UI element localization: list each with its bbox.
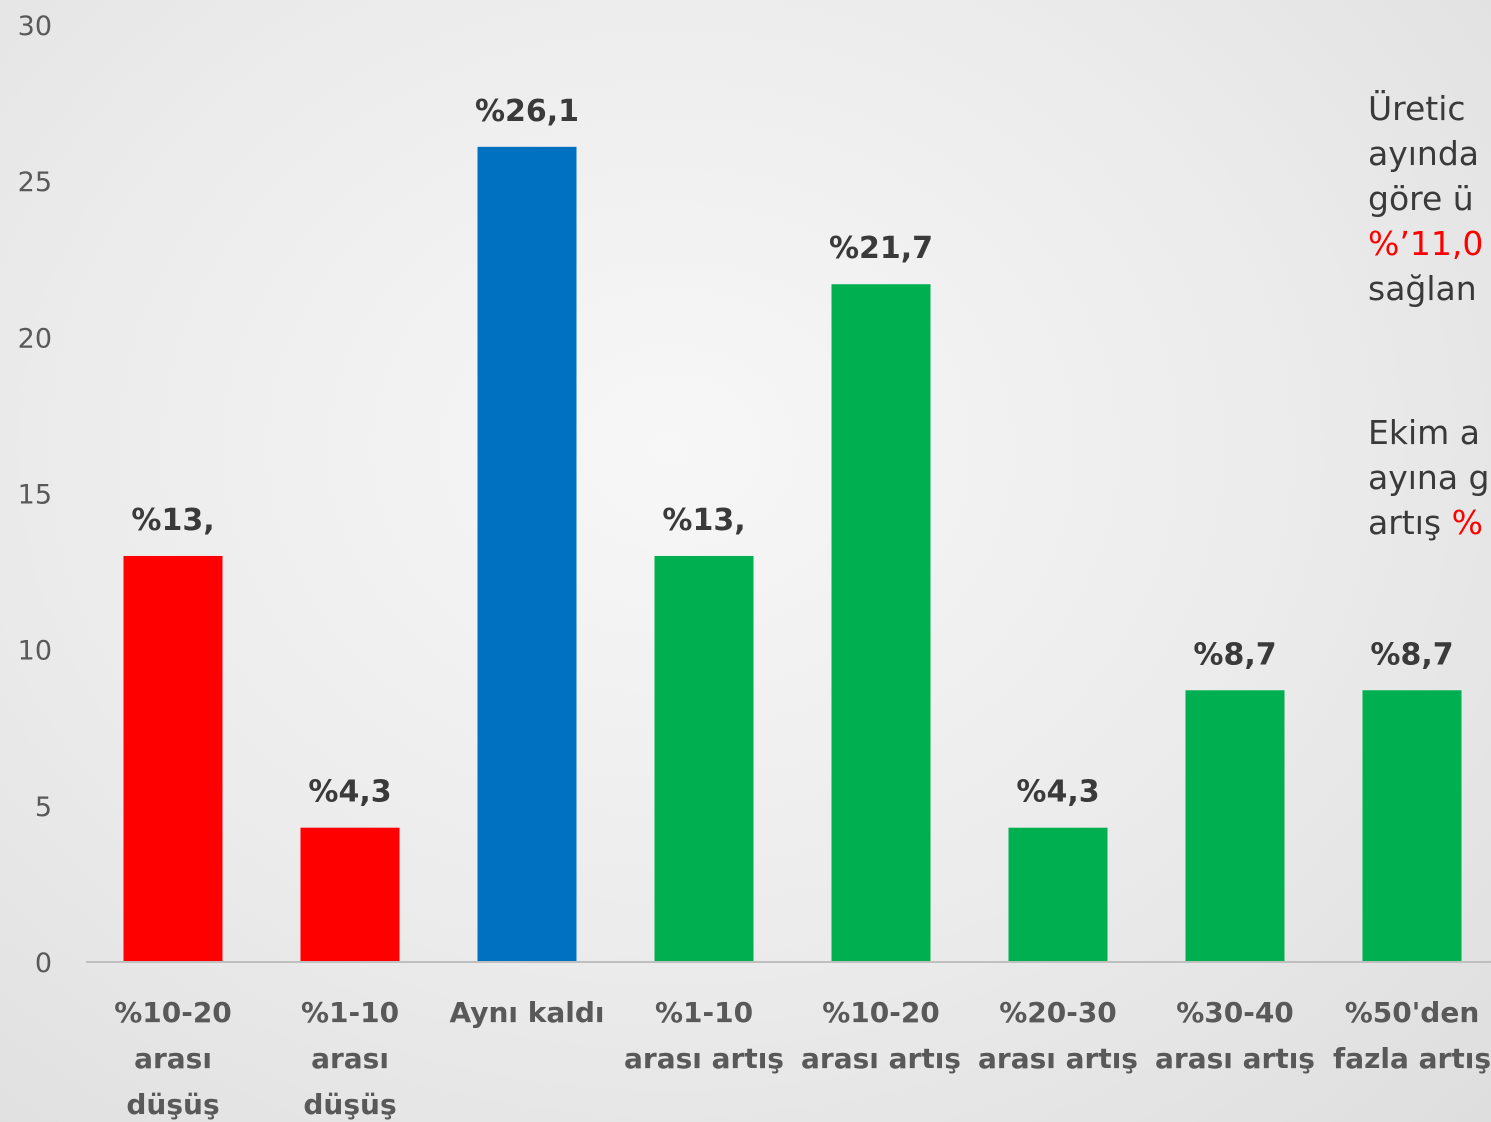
annotation-line: sağlan xyxy=(1368,269,1477,308)
bars xyxy=(123,146,1462,962)
annotation-paragraph-1: Üretic ayında göre ü %’11,0 sağlan xyxy=(1368,86,1491,311)
bar xyxy=(477,146,577,962)
category-label: %10-20 arası düşüş xyxy=(114,996,232,1121)
y-tick-label: 30 xyxy=(18,11,52,42)
y-tick-label: 10 xyxy=(18,636,52,667)
data-label: %8,7 xyxy=(1370,637,1453,672)
data-label: %4,3 xyxy=(1016,775,1099,810)
y-tick-label: 25 xyxy=(18,167,52,198)
bar xyxy=(1185,690,1285,962)
annotation-line: artış % xyxy=(1368,503,1483,542)
bar xyxy=(654,555,754,962)
y-tick-label: 15 xyxy=(18,480,52,511)
annotation-line: göre ü xyxy=(1368,179,1474,218)
y-axis-ticks: 0 5 10 15 20 25 30 xyxy=(18,11,52,979)
data-label: %13, xyxy=(662,503,745,538)
category-label: %20-30 arası artış xyxy=(978,996,1138,1075)
y-tick-label: 0 xyxy=(35,948,52,979)
data-label: %13, xyxy=(131,503,214,538)
data-label: %4,3 xyxy=(308,775,391,810)
annotation-paragraph-2: Ekim a ayına g artış % xyxy=(1368,410,1491,545)
data-label: %21,7 xyxy=(829,231,933,266)
bar xyxy=(1008,827,1108,962)
category-label: %1-10 arası artış xyxy=(624,996,784,1075)
category-label: %50'den fazla artış xyxy=(1333,996,1491,1075)
y-tick-label: 20 xyxy=(18,323,52,354)
x-axis-categories: %10-20 arası düşüş %1-10 arası düşüş Aynı kald… xyxy=(114,996,1491,1121)
annotation-line: ayında xyxy=(1368,134,1480,173)
category-label: %30-40 arası artış xyxy=(1155,996,1315,1075)
data-labels: %13, %4,3 %26,1 %13, %21,7 %4,3 %8,7 %8,7 xyxy=(131,94,1453,810)
annotation-line: Üretic xyxy=(1368,89,1466,128)
category-label: %1-10 arası düşüş xyxy=(301,996,399,1121)
category-label: %10-20 arası artış xyxy=(801,996,961,1075)
annotation-line: %’11,0 xyxy=(1368,224,1484,263)
bar xyxy=(123,555,223,962)
annotation-line: Ekim a xyxy=(1368,413,1480,452)
annotation-line: ayına g xyxy=(1368,458,1490,497)
bar xyxy=(1362,690,1462,962)
bar xyxy=(300,827,400,962)
bar xyxy=(831,284,931,962)
data-label: %26,1 xyxy=(475,94,579,129)
data-label: %8,7 xyxy=(1193,637,1276,672)
category-label: Aynı kaldı xyxy=(450,996,605,1029)
y-tick-label: 5 xyxy=(35,792,52,823)
